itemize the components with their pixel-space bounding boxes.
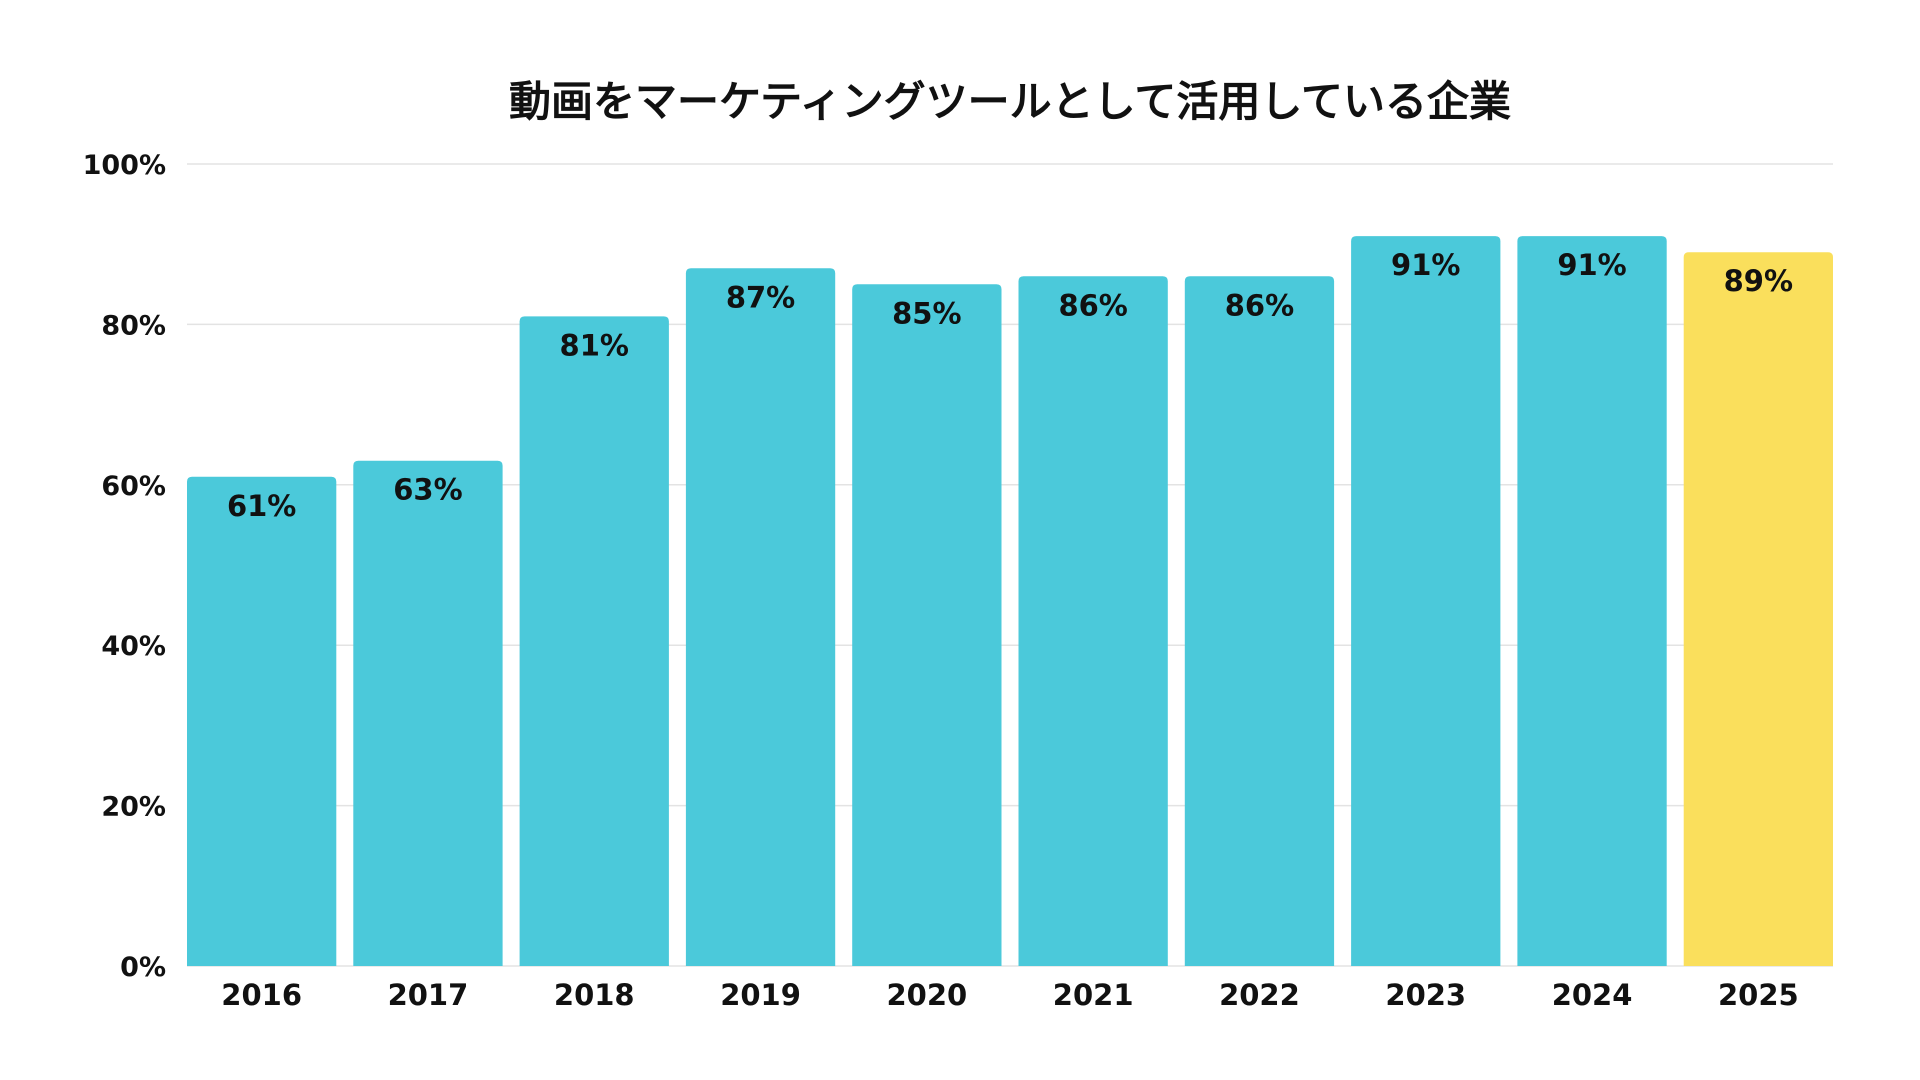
x-tick-label: 2016 xyxy=(221,978,302,1012)
x-tick-label: 2020 xyxy=(886,978,967,1012)
x-tick-label: 2018 xyxy=(554,978,635,1012)
data-label: 91% xyxy=(1391,248,1460,282)
x-tick-label: 2021 xyxy=(1053,978,1134,1012)
y-tick-label: 80% xyxy=(101,310,166,341)
bar xyxy=(1351,236,1501,966)
data-label: 85% xyxy=(892,296,961,330)
bar xyxy=(519,316,669,966)
x-tick-label: 2023 xyxy=(1385,978,1466,1012)
y-tick-label: 60% xyxy=(101,471,166,502)
bar xyxy=(1683,252,1833,967)
data-label: 61% xyxy=(227,489,296,523)
y-tick-label: 100% xyxy=(83,150,166,181)
bar xyxy=(187,476,337,966)
data-label: 86% xyxy=(1225,288,1294,322)
y-tick-label: 0% xyxy=(120,952,166,983)
bar xyxy=(1517,236,1667,966)
x-tick-label: 2022 xyxy=(1219,978,1300,1012)
data-label: 87% xyxy=(726,280,795,314)
bar xyxy=(852,284,1002,966)
bar xyxy=(1018,276,1168,966)
data-label: 86% xyxy=(1058,288,1127,322)
x-tick-label: 2025 xyxy=(1718,978,1799,1012)
x-tick-label: 2024 xyxy=(1552,978,1633,1012)
x-tick-label: 2017 xyxy=(388,978,469,1012)
chart-title: 動画をマーケティングツールとして活用している企業 xyxy=(508,77,1512,126)
y-tick-label: 20% xyxy=(101,792,166,823)
bar xyxy=(685,268,836,966)
data-label: 91% xyxy=(1557,248,1626,282)
bar xyxy=(1184,276,1335,966)
data-label: 81% xyxy=(560,328,629,362)
bar xyxy=(353,460,503,966)
data-label: 89% xyxy=(1724,264,1793,298)
data-label: 63% xyxy=(393,473,462,507)
y-tick-label: 40% xyxy=(101,631,166,662)
x-tick-label: 2019 xyxy=(720,978,801,1012)
